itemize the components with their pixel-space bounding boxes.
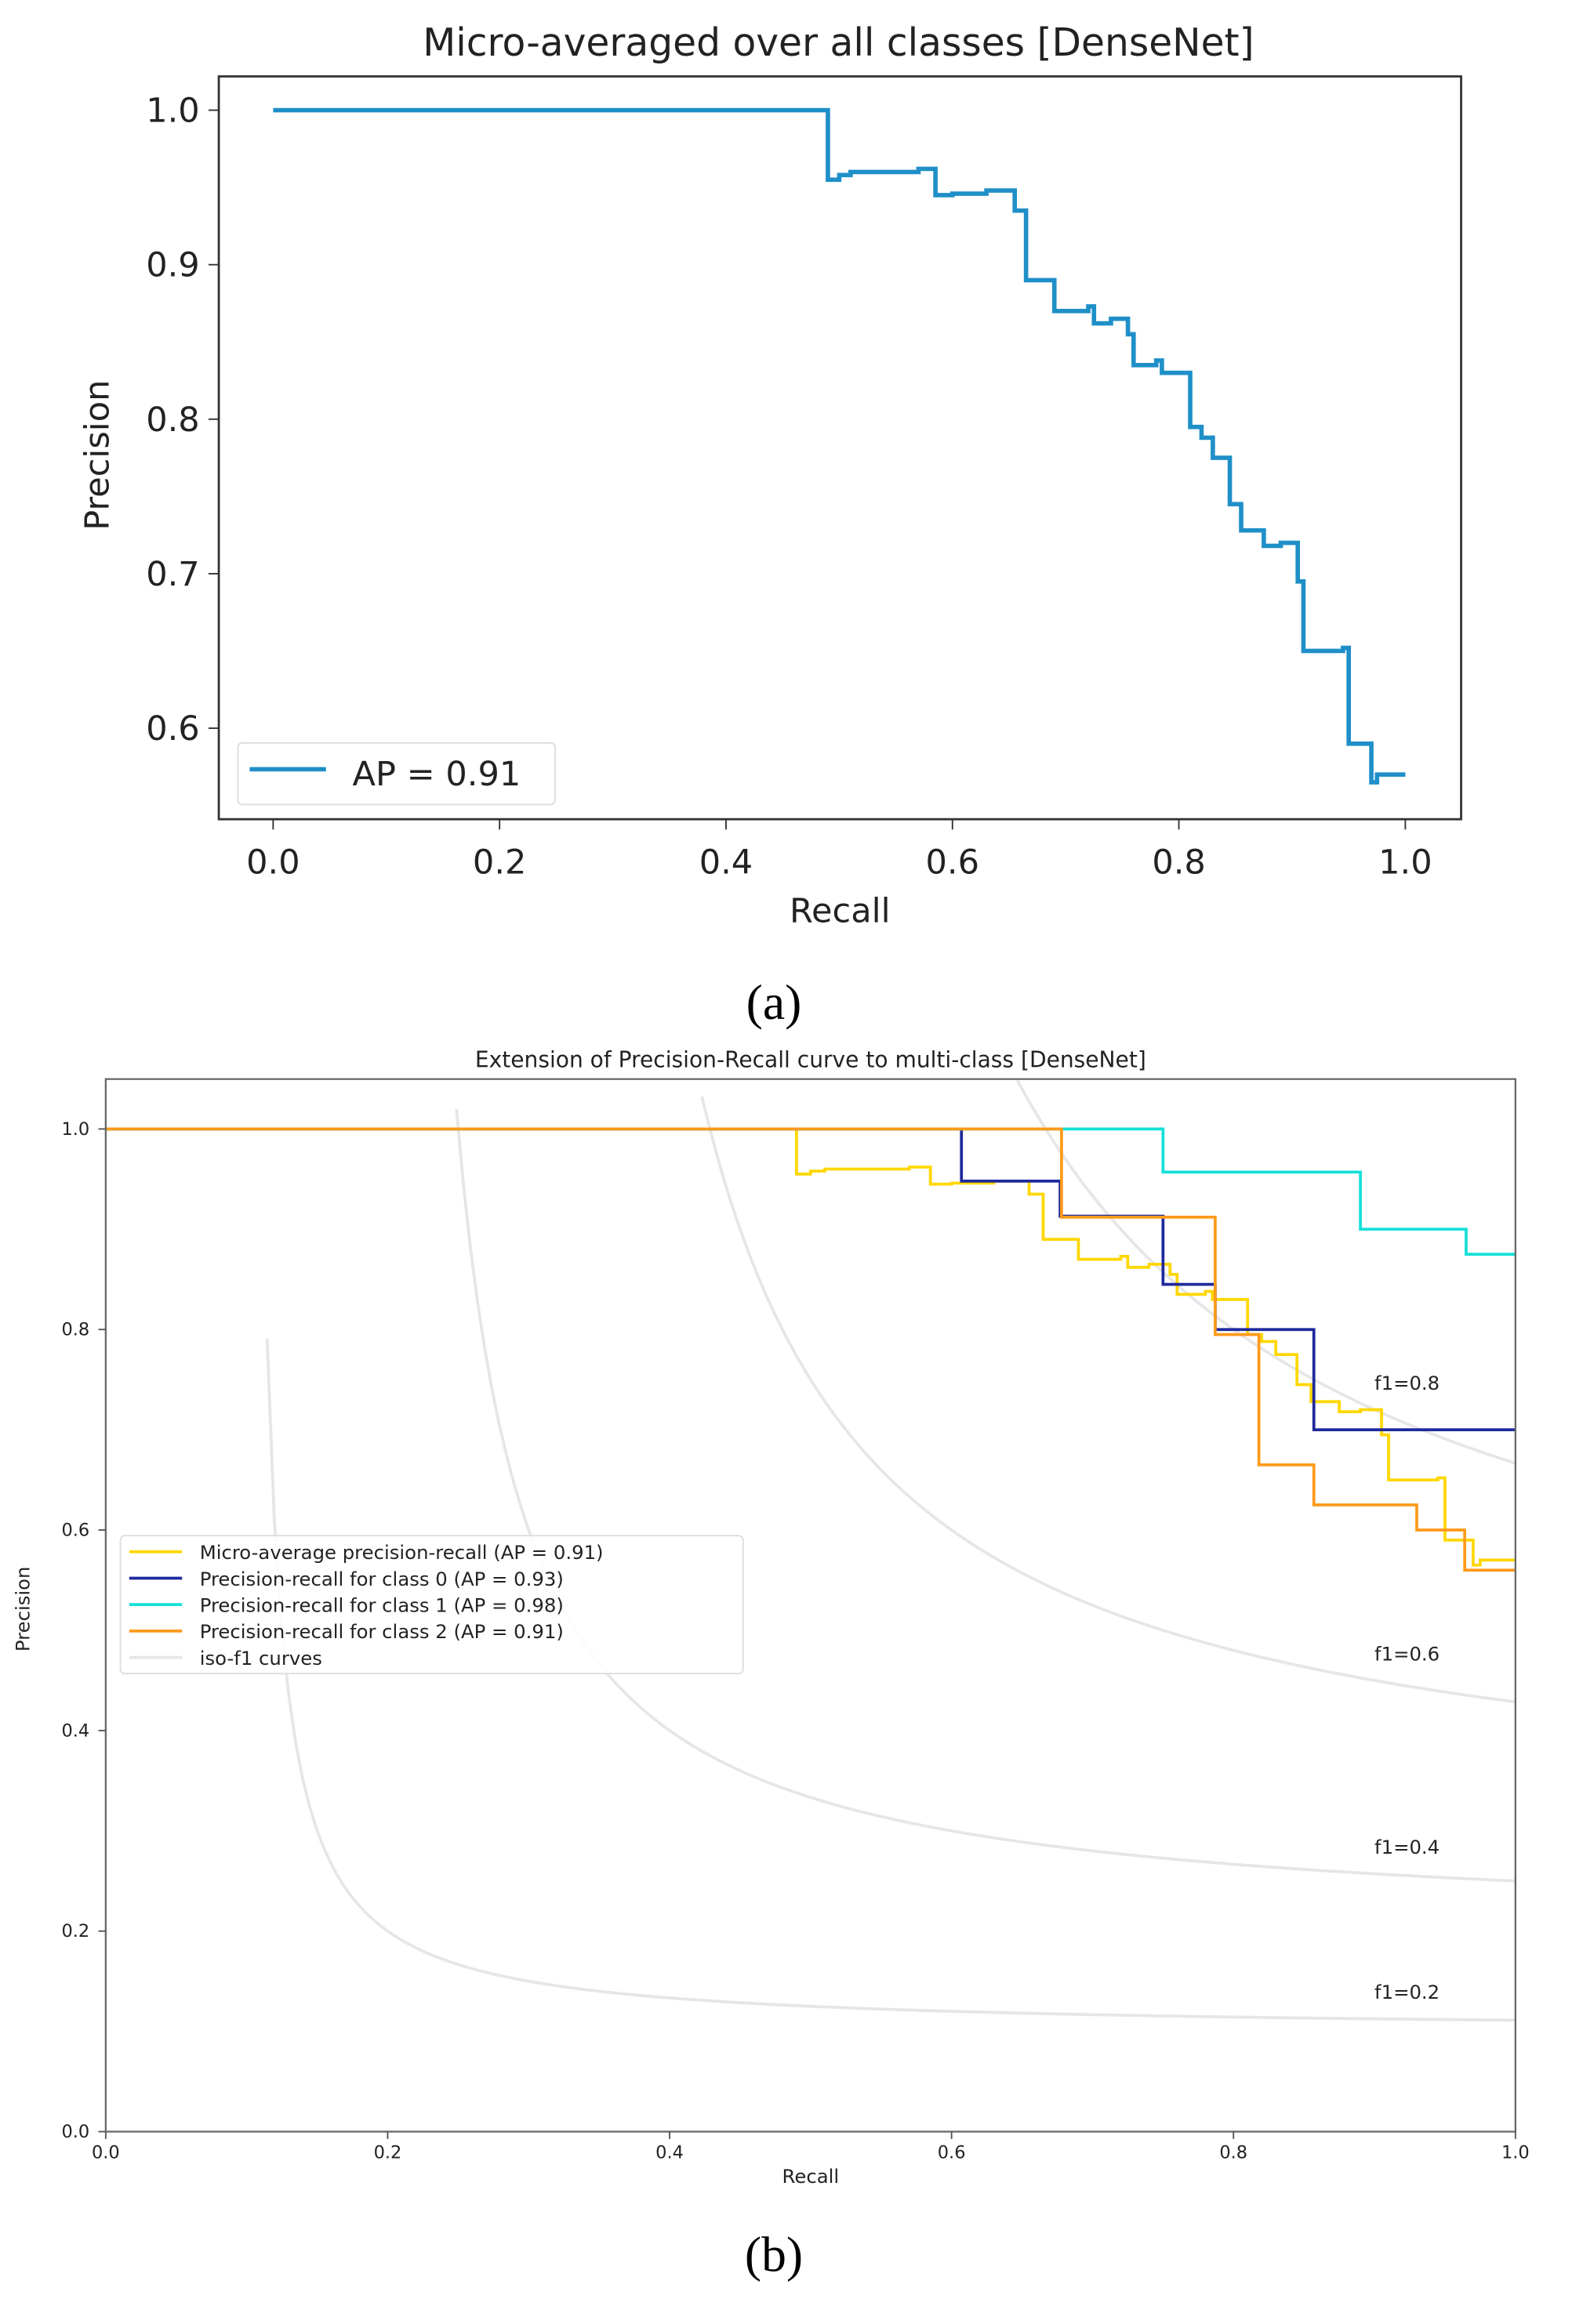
pr-curve-line: [105, 1127, 1516, 1572]
chart-a-ylabel: Precision: [78, 380, 118, 531]
iso-f1-label: f1=0.2: [1374, 1981, 1440, 2003]
y-tick-label: 1.0: [146, 92, 199, 131]
y-tick-label: 0.6: [62, 1521, 90, 1541]
x-tick-label: 0.2: [473, 843, 526, 882]
y-tick-label: 0.9: [146, 246, 199, 285]
pr-curve-line: [105, 1127, 1516, 1431]
iso-f1-label: f1=0.4: [1374, 1836, 1440, 1858]
x-tick-label: 0.0: [246, 843, 300, 882]
y-tick-label: 0.4: [62, 1720, 90, 1741]
x-tick-label: 1.0: [1378, 843, 1432, 882]
x-tick-label: 0.6: [926, 843, 979, 882]
chart-b-title: Extension of Precision-Recall curve to m…: [475, 1047, 1146, 1073]
iso-f1-curve: [455, 1108, 1516, 1883]
iso-f1-curve: [265, 1338, 1516, 2022]
x-tick-label: 1.0: [1501, 2142, 1530, 2163]
legend-box: [119, 1535, 744, 1675]
chart-b: Extension of Precision-Recall curve to m…: [11, 1047, 1529, 2282]
legend-label: iso-f1 curves: [200, 1647, 322, 1670]
iso-f1-label: f1=0.8: [1374, 1372, 1440, 1394]
iso-f1-curves: f1=0.2 f1=0.4 f1=0.6 f1=0.8: [265, 1079, 1516, 2022]
legend-label: Micro-average precision-recall (AP = 0.9…: [200, 1541, 604, 1564]
chart-b-legend: Micro-average precision-recall (AP = 0.9…: [119, 1535, 744, 1675]
chart-a-lines: [273, 107, 1406, 785]
x-tick-label: 0.4: [655, 2142, 684, 2163]
y-tick-label: 0.8: [146, 401, 199, 440]
y-tick-label: 0.7: [146, 555, 199, 594]
chart-b-axes: [104, 1078, 1516, 2133]
iso-f1-curve: [1016, 1079, 1516, 1465]
y-tick-label: 0.0: [62, 2122, 90, 2142]
chart-b-ylabel: Precision: [11, 1567, 34, 1652]
legend-label: AP = 0.91: [352, 755, 521, 794]
pr-curve-line: [273, 107, 1406, 785]
chart-b-ticks: 0.0 0.2 0.4 0.6 0.8 1.0 0.0 0.2 0.4 0.6 0.8 1.0: [62, 1119, 1530, 2163]
chart-a-legend: AP = 0.91: [237, 741, 556, 806]
chart-a-xlabel: Recall: [790, 891, 890, 930]
chart-b-lines: [105, 1127, 1516, 1572]
x-tick-label: 0.2: [374, 2142, 402, 2163]
x-tick-label: 0.0: [92, 2142, 120, 2163]
x-tick-label: 0.8: [1219, 2142, 1247, 2163]
chart-a-title: Micro-averaged over all classes [DenseNe…: [423, 21, 1254, 65]
chart-a: Micro-averaged over all classes [DenseNe…: [78, 21, 1462, 1030]
legend-box: [237, 741, 556, 806]
legend-label: Precision-recall for class 1 (AP = 0.98): [200, 1594, 564, 1617]
y-tick-label: 0.6: [146, 709, 199, 749]
pr-curve-line: [105, 1127, 1516, 1567]
y-tick-label: 0.2: [62, 1921, 90, 1942]
y-tick-label: 1.0: [62, 1119, 90, 1140]
x-tick-label: 0.8: [1152, 843, 1205, 882]
y-tick-label: 0.8: [62, 1320, 90, 1340]
chart-a-ticks: 0.0 0.2 0.4 0.6 0.8 1.0 0.6 0.7 0.8 0.9 1.0: [146, 92, 1432, 883]
chart-b-xlabel: Recall: [782, 2165, 840, 2188]
iso-f1-curve: [700, 1096, 1516, 1704]
pr-curve-line: [105, 1127, 1516, 1256]
iso-f1-label: f1=0.6: [1374, 1642, 1440, 1665]
x-tick-label: 0.4: [699, 843, 753, 882]
chart-a-axes: [217, 75, 1462, 821]
legend-label: Precision-recall for class 0 (AP = 0.93): [200, 1568, 564, 1590]
x-tick-label: 0.6: [938, 2142, 966, 2163]
legend-label: Precision-recall for class 2 (AP = 0.91): [200, 1620, 564, 1643]
caption-b: (b): [745, 2226, 803, 2282]
caption-a: (a): [746, 974, 802, 1030]
